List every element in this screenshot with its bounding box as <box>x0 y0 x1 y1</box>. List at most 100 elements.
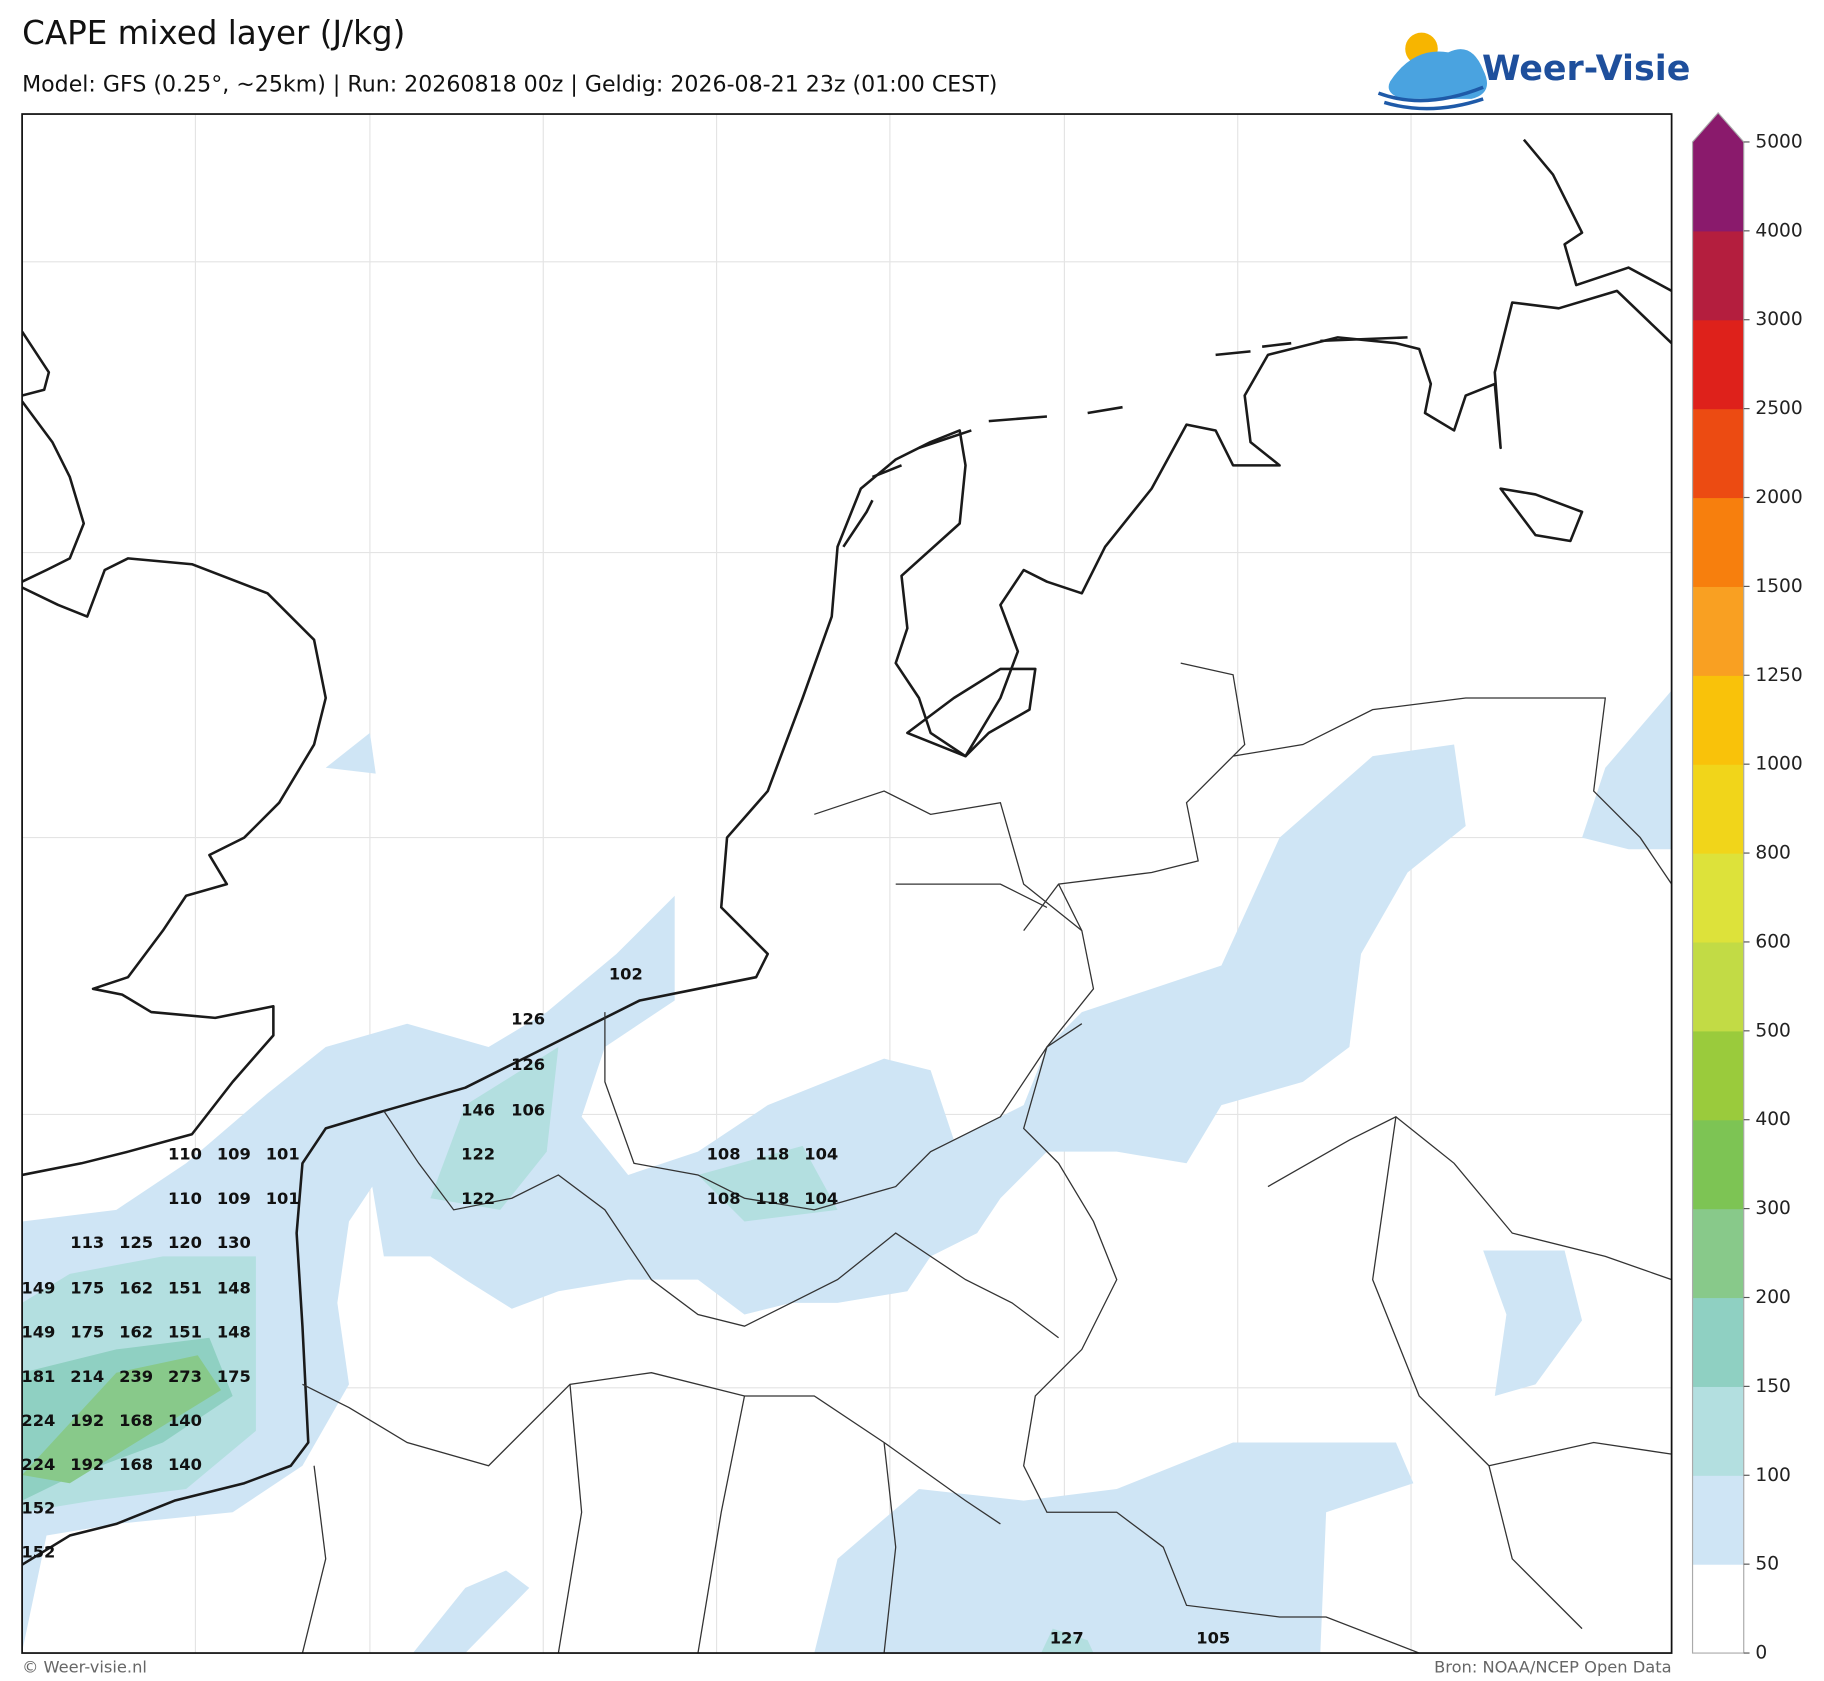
colorbar-tick-label: 0 <box>1755 1643 1767 1664</box>
value-label: 168 <box>119 1411 153 1430</box>
value-label: 224 <box>21 1455 55 1474</box>
colorbar-bin <box>1692 586 1744 676</box>
colorbar-bin <box>1692 675 1744 765</box>
colorbar-bin <box>1692 141 1744 232</box>
footer-left: © Weer-visie.nl <box>22 1658 147 1677</box>
colorbar-tick-label: 1000 <box>1755 754 1802 775</box>
colorbar-tick-label: 3000 <box>1755 309 1802 330</box>
value-label: 113 <box>70 1233 104 1252</box>
logo-text: Weer-Visie <box>1482 49 1690 89</box>
colorbar-bin <box>1692 764 1744 854</box>
subtitle: Model: GFS (0.25°, ~25km) | Run: 2026081… <box>22 71 997 97</box>
colorbar: 0 50 100 150 200 300 400 500 600 800 1000 1250 1500 2… <box>1691 111 1803 1664</box>
value-label: 104 <box>804 1189 838 1208</box>
value-label: 104 <box>804 1145 838 1164</box>
colorbar-tick-label: 2500 <box>1755 398 1802 419</box>
colorbar-bin <box>1692 1297 1744 1387</box>
colorbar-tick-label: 5000 <box>1755 131 1802 152</box>
colorbar-bin <box>1692 408 1744 499</box>
value-label: 148 <box>217 1278 251 1297</box>
value-label: 175 <box>70 1278 104 1297</box>
value-label: 102 <box>609 964 643 983</box>
value-label: 126 <box>511 1010 545 1029</box>
value-label: 149 <box>21 1323 55 1342</box>
logo: Weer-Visie <box>1377 32 1690 111</box>
value-label: 273 <box>168 1367 202 1386</box>
value-label: 122 <box>461 1189 495 1208</box>
value-labels: 102 126 126 146 106 110 109 101 122 108 118 104 110 1… <box>21 964 1230 1648</box>
value-label: 149 <box>21 1278 55 1297</box>
value-label: 151 <box>168 1323 202 1342</box>
colorbar-bin <box>1692 1475 1744 1565</box>
value-label: 118 <box>755 1145 789 1164</box>
value-label: 130 <box>217 1233 251 1252</box>
value-label: 140 <box>168 1411 202 1430</box>
value-label: 108 <box>707 1145 741 1164</box>
value-label: 239 <box>119 1367 153 1386</box>
colorbar-tick-label: 800 <box>1755 843 1791 864</box>
value-label: 146 <box>461 1100 495 1119</box>
colorbar-tick-label: 600 <box>1755 931 1791 952</box>
value-label: 162 <box>119 1278 153 1297</box>
value-label: 120 <box>168 1233 202 1252</box>
value-label: 110 <box>168 1189 202 1208</box>
value-label: 101 <box>266 1145 300 1164</box>
coastlines <box>22 138 1672 1566</box>
colorbar-bin <box>1692 1030 1744 1121</box>
colorbar-tick-label: 300 <box>1755 1198 1791 1219</box>
colorbar-bin <box>1692 1564 1744 1654</box>
footer-right: Bron: NOAA/NCEP Open Data <box>1434 1658 1672 1677</box>
value-label: 109 <box>217 1145 251 1164</box>
value-label: 109 <box>217 1189 251 1208</box>
value-label: 108 <box>707 1189 741 1208</box>
colorbar-tick-label: 150 <box>1755 1376 1791 1397</box>
colorbar-extend <box>1692 112 1744 142</box>
value-label: 152 <box>21 1498 55 1517</box>
colorbar-tick-label: 200 <box>1755 1287 1791 1308</box>
colorbar-tick-label: 1500 <box>1755 576 1802 597</box>
colorbar-bin <box>1692 1119 1744 1210</box>
colorbar-bin <box>1692 941 1744 1032</box>
value-label: 140 <box>168 1455 202 1474</box>
map-frame <box>21 113 1673 1654</box>
value-label: 118 <box>755 1189 789 1208</box>
colorbar-tick-label: 50 <box>1755 1554 1779 1575</box>
value-label: 125 <box>119 1233 153 1252</box>
value-label: 126 <box>511 1055 545 1074</box>
value-label: 181 <box>21 1367 55 1386</box>
value-label: 127 <box>1050 1629 1084 1648</box>
borders <box>301 662 1672 1654</box>
colorbar-bin <box>1692 230 1744 321</box>
colorbar-bin <box>1692 853 1744 943</box>
colorbar-bin <box>1692 319 1744 410</box>
colorbar-tick-label: 1250 <box>1755 665 1802 686</box>
value-label: 192 <box>70 1455 104 1474</box>
value-label: 162 <box>119 1323 153 1342</box>
colorbar-tick-label: 100 <box>1755 1465 1791 1486</box>
value-label: 151 <box>168 1278 202 1297</box>
value-label: 175 <box>217 1367 251 1386</box>
value-label: 152 <box>21 1543 55 1562</box>
colorbar-outline <box>1691 111 1745 1654</box>
value-label: 192 <box>70 1411 104 1430</box>
colorbar-bin <box>1692 1386 1744 1476</box>
value-label: 175 <box>70 1323 104 1342</box>
value-label: 110 <box>168 1145 202 1164</box>
value-label: 106 <box>511 1100 545 1119</box>
colorbar-tick-label: 4000 <box>1755 220 1802 241</box>
colorbar-tick-label: 500 <box>1755 1020 1791 1041</box>
value-label: 168 <box>119 1455 153 1474</box>
map-area: 102 126 126 146 106 110 109 101 122 108 118 104 110 1… <box>21 114 1672 1654</box>
value-label: 105 <box>1196 1629 1230 1648</box>
value-label: 148 <box>217 1323 251 1342</box>
value-label: 214 <box>70 1367 104 1386</box>
value-label: 101 <box>266 1189 300 1208</box>
value-label: 122 <box>461 1145 495 1164</box>
colorbar-tick-label: 2000 <box>1755 487 1802 508</box>
value-label: 224 <box>21 1411 55 1430</box>
colorbar-bin <box>1692 497 1744 587</box>
colorbar-tick-label: 400 <box>1755 1109 1791 1130</box>
